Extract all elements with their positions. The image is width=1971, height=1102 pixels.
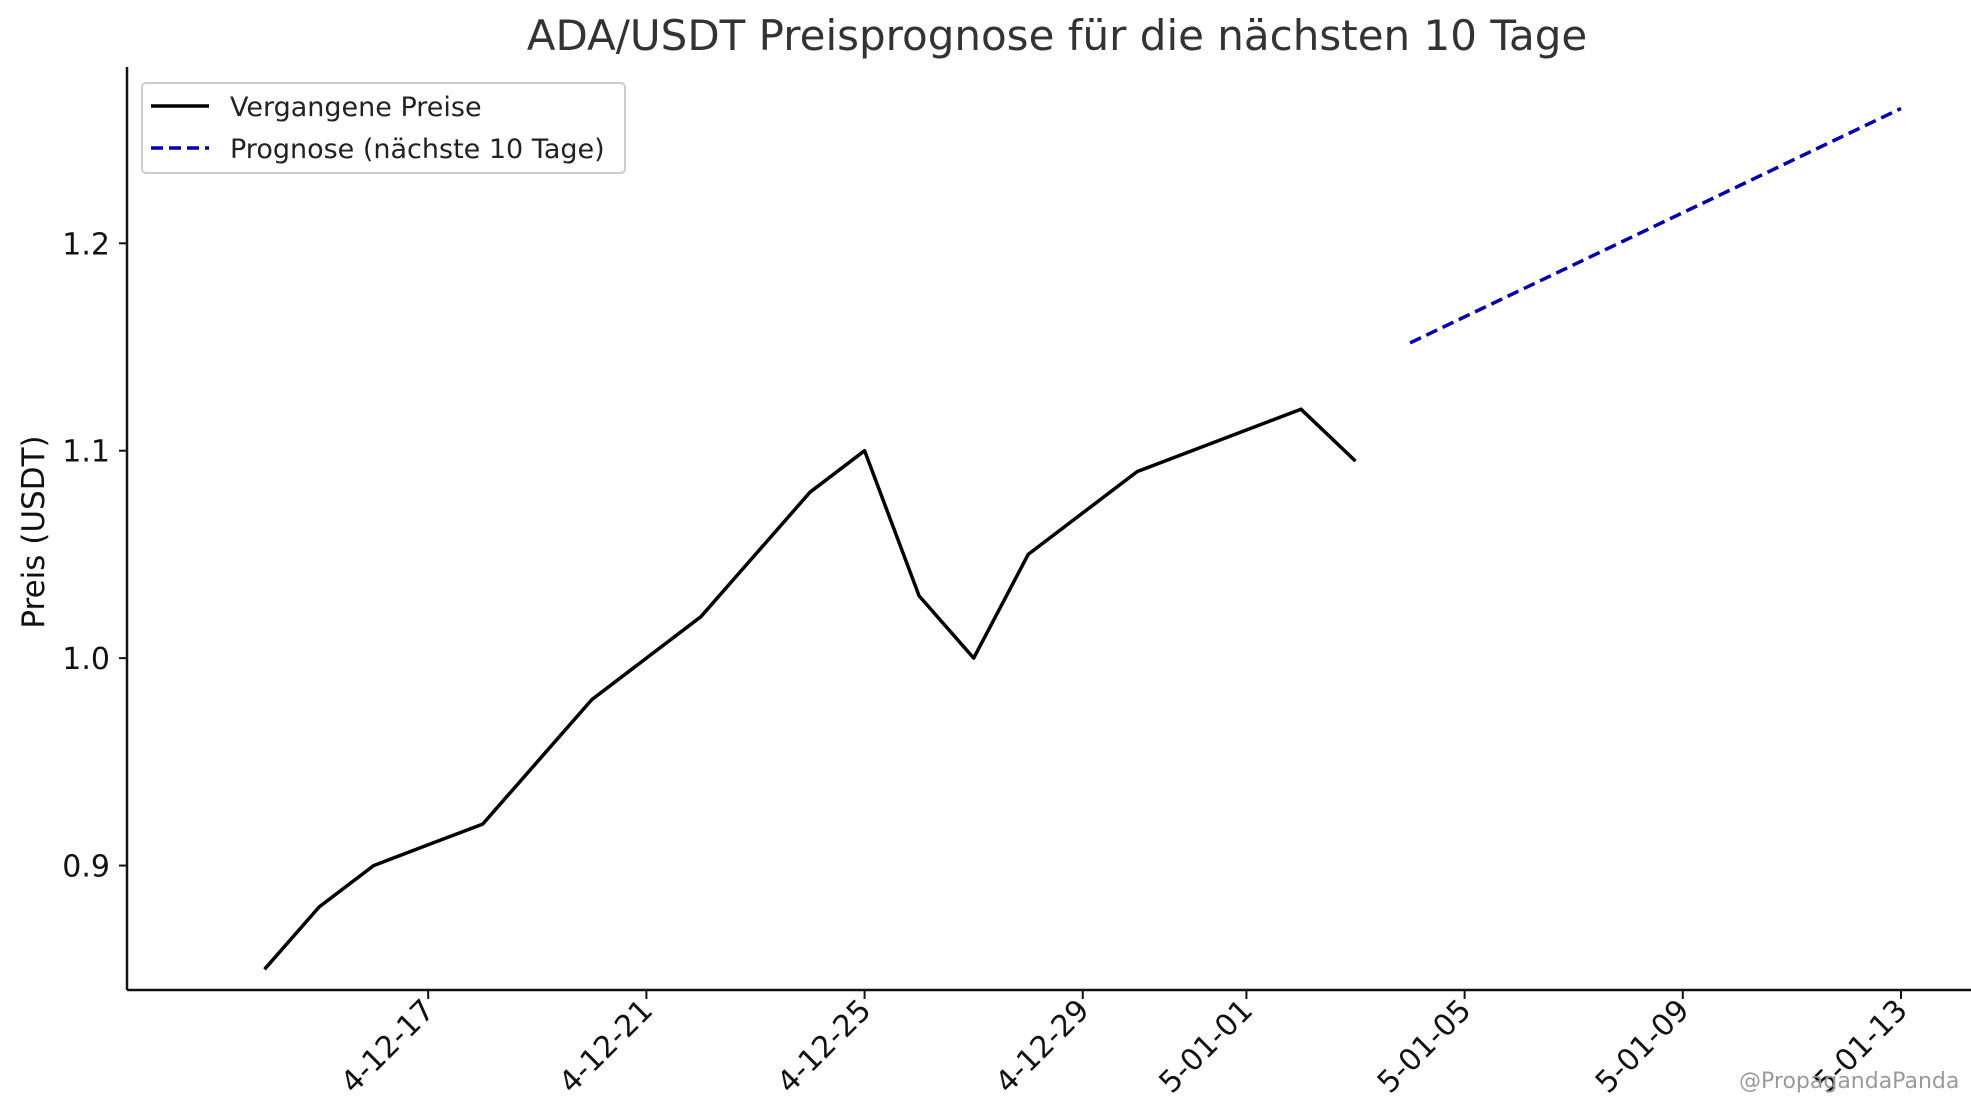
legend-label-forecast: Prognose (nächste 10 Tage) [230,134,605,165]
legend-frame [141,82,626,174]
y-axis-label: Preis (USDT) [16,435,52,628]
watermark: @PropagandaPanda [1739,1069,1959,1094]
plot-area [263,106,1902,971]
x-tick-label: 4-12-29 [989,993,1097,1101]
legend: Vergangene Preise Prognose (nächste 10 T… [141,82,626,174]
series-line-past-prices [263,407,1357,971]
x-tick-label: 5-01-05 [1371,993,1479,1101]
y-ticks: 0.9 1.0 1.1 1.2 [62,227,127,885]
y-tick-label: 0.9 [62,850,110,885]
y-tick-label: 1.1 [62,435,110,470]
x-tick-label: 4-12-17 [334,993,442,1101]
y-tick-label: 1.2 [62,227,110,262]
x-ticks: 4-12-17 4-12-21 4-12-25 4-12-29 5-01-01 5-01-… [334,990,1915,1101]
y-tick-label: 1.0 [62,642,110,677]
x-tick-label: 4-12-25 [771,993,879,1101]
legend-label-past: Vergangene Preise [230,92,482,123]
x-tick-label: 4-12-21 [552,993,660,1101]
chart-title: ADA/USDT Preisprognose für die nächsten … [527,11,1588,60]
x-tick-label: 5-01-01 [1153,993,1261,1101]
x-tick-label: 5-01-09 [1589,993,1697,1101]
series-line-forecast [1409,106,1902,345]
